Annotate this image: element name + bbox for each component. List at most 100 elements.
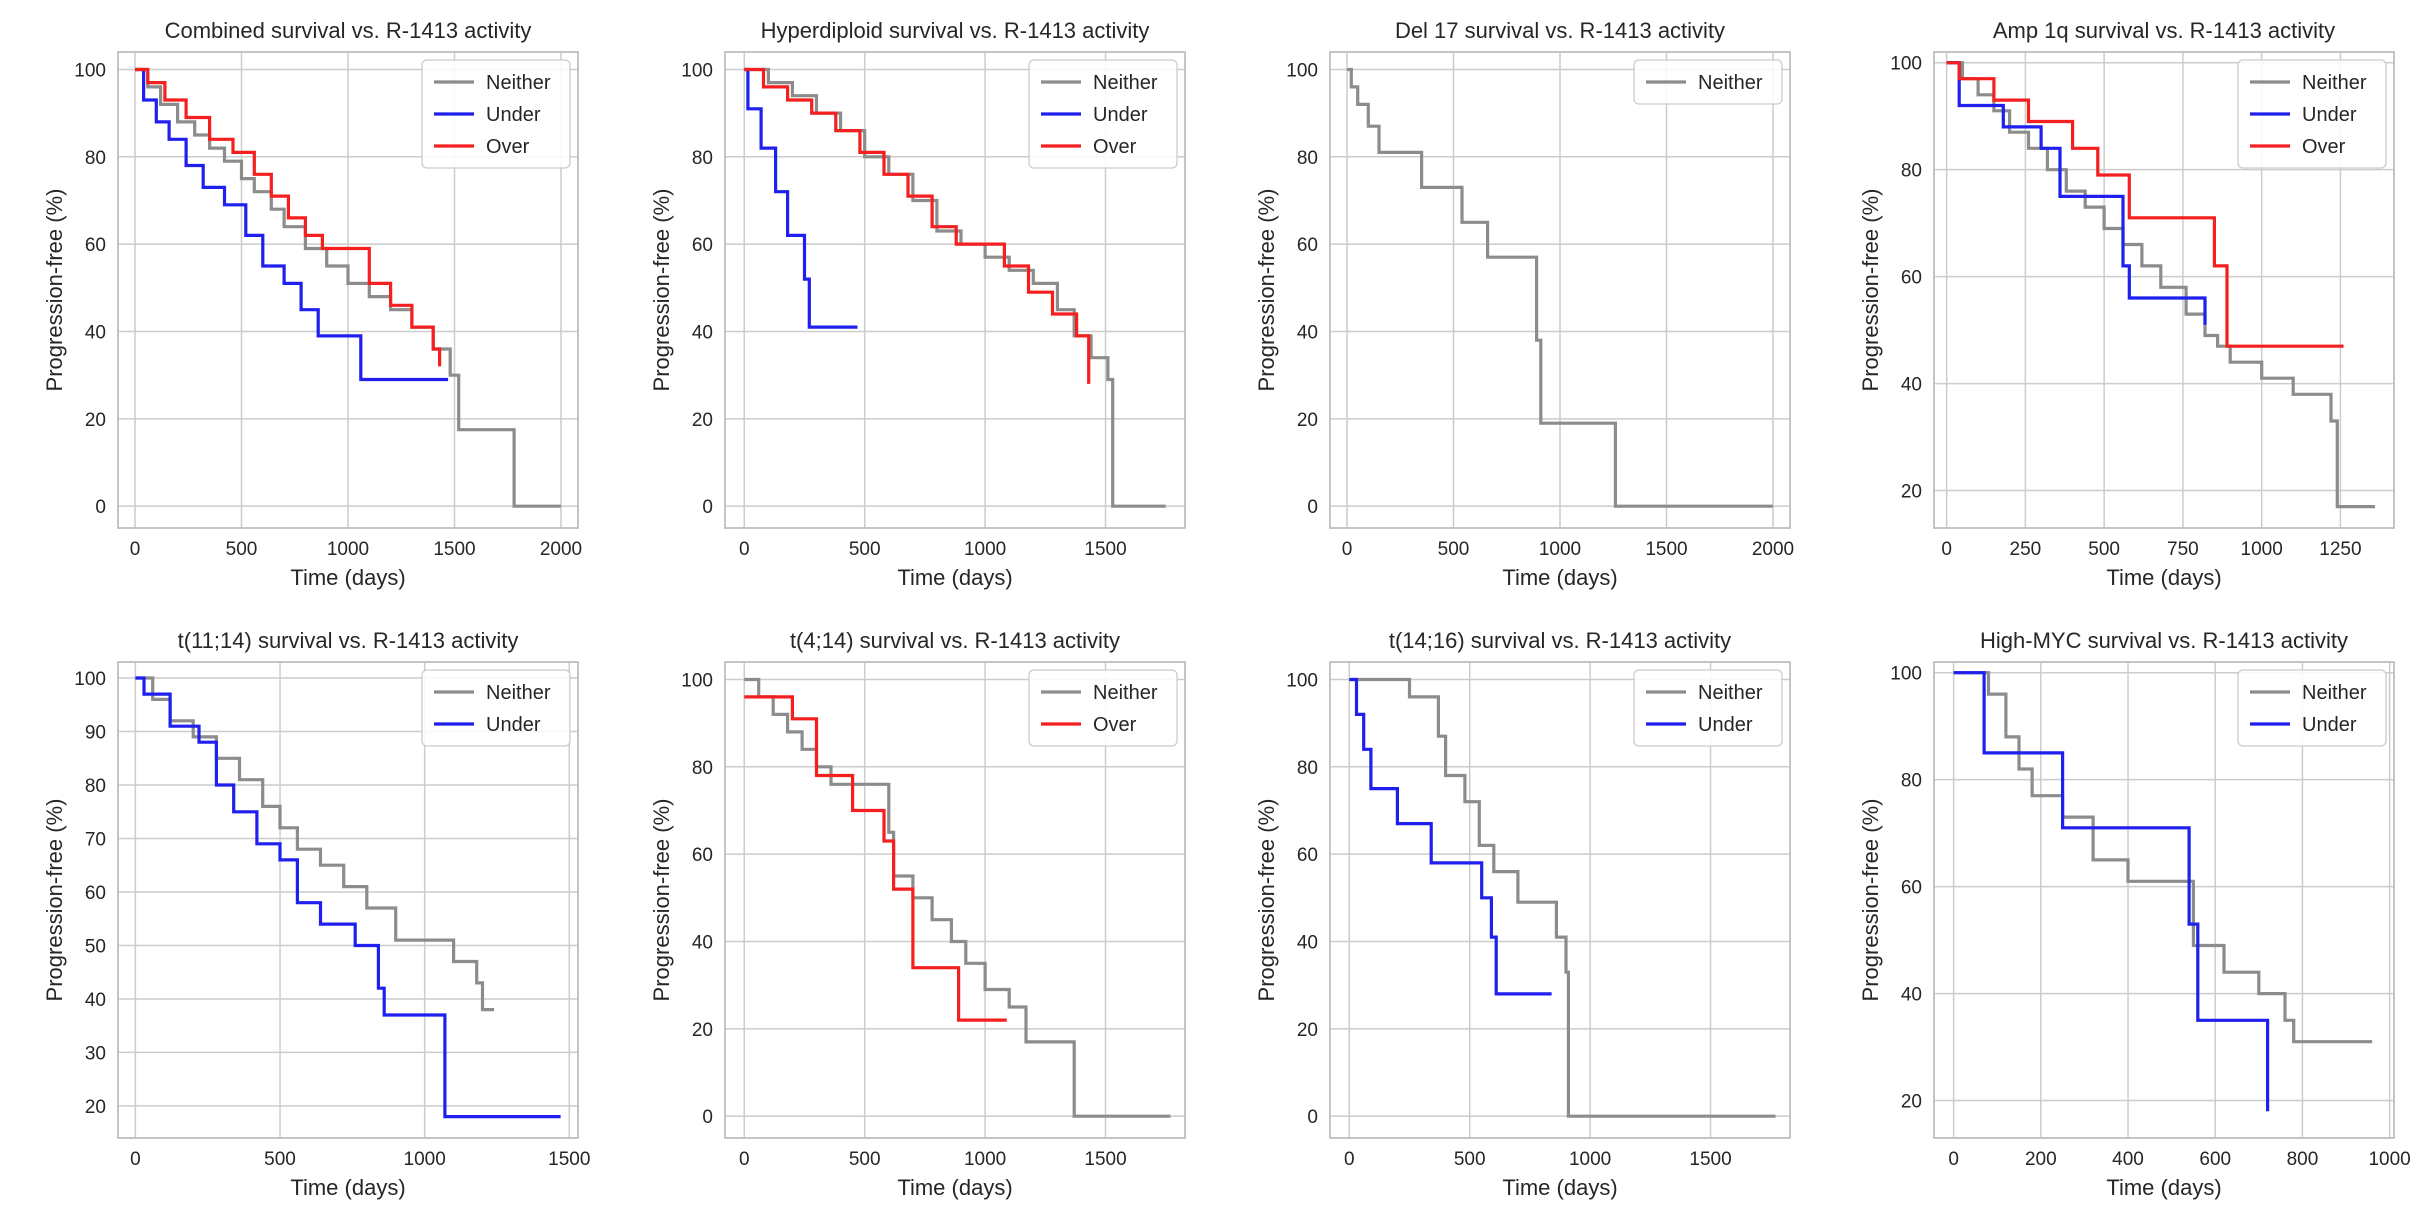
y-tick-label: 80 <box>1297 758 1318 779</box>
legend-label-over: Over <box>1093 714 1137 736</box>
x-tick-label: 400 <box>2112 1149 2144 1170</box>
legend-box <box>1028 59 1178 169</box>
y-axis-label: Progression-free (%) <box>1858 189 1883 392</box>
legend-label-neither: Neither <box>486 72 551 94</box>
series-line-neither <box>1349 677 1776 1118</box>
y-tick-label: 60 <box>85 235 106 256</box>
legend-label-neither: Neither <box>1093 682 1158 704</box>
x-tick-label: 1500 <box>1084 539 1126 560</box>
legend: Neither <box>1633 59 1783 105</box>
chart-title: Combined survival vs. R-1413 activity <box>165 18 532 43</box>
series-line-under <box>1946 61 2207 325</box>
y-tick-label: 40 <box>85 322 106 343</box>
y-axis-label: Progression-free (%) <box>42 189 67 392</box>
panel-8: 0 200 400 600 800 1000 20 40 60 80 100 High-MYC sur… <box>1858 628 2411 1200</box>
x-tick-label: 500 <box>1438 539 1470 560</box>
x-axis-label: Time (days) <box>290 565 405 590</box>
y-tick-label: 0 <box>1307 497 1318 518</box>
chart-title: t(4;14) survival vs. R-1413 activity <box>790 628 1120 653</box>
x-axis-label: Time (days) <box>2106 1175 2221 1200</box>
legend-box <box>2237 59 2387 169</box>
plot-frame <box>117 51 579 529</box>
y-tick-label: 60 <box>85 883 106 904</box>
panel-1: 0 500 1000 1500 2000 0 20 40 60 80 100 Combined sur… <box>42 18 582 590</box>
y-tick-label: 20 <box>1297 1020 1318 1041</box>
y-tick-label: 50 <box>85 936 106 957</box>
x-tick-label: 1000 <box>1569 1149 1611 1170</box>
legend: Neither Under Over <box>421 59 571 169</box>
x-axis-label: Time (days) <box>1502 565 1617 590</box>
x-tick-label: 0 <box>1948 1149 1959 1170</box>
x-tick-label: 1000 <box>404 1149 446 1170</box>
legend-label-under: Under <box>486 104 541 126</box>
y-tick-label: 100 <box>1286 670 1318 691</box>
x-tick-label: 500 <box>2088 539 2120 560</box>
legend-box <box>1028 669 1178 747</box>
x-tick-label: 1000 <box>964 1149 1006 1170</box>
y-tick-label: 20 <box>692 1020 713 1041</box>
y-tick-label: 30 <box>85 1043 106 1064</box>
x-tick-label: 0 <box>1344 1149 1355 1170</box>
y-tick-label: 20 <box>85 1097 106 1118</box>
x-tick-label: 1500 <box>1084 1149 1126 1170</box>
panel-4: 0 250 500 750 1000 1250 20 40 60 80 100 Amp 1q surv… <box>1858 18 2395 590</box>
y-tick-label: 60 <box>1297 235 1318 256</box>
panel-7: 0 500 1000 1500 0 20 40 60 80 100 t(14;16) surviva… <box>1254 628 1791 1200</box>
x-tick-label: 500 <box>849 1149 881 1170</box>
series-line-neither <box>744 67 1166 508</box>
series-line-under <box>744 67 858 329</box>
y-axis-label: Progression-free (%) <box>1254 189 1279 392</box>
panel-3: 0 500 1000 1500 2000 0 20 40 60 80 100 Del 17 survi… <box>1254 18 1794 590</box>
y-tick-label: 100 <box>74 60 106 81</box>
y-tick-label: 0 <box>702 497 713 518</box>
y-tick-label: 60 <box>692 235 713 256</box>
x-tick-label: 0 <box>1941 539 1952 560</box>
x-tick-label: 1500 <box>1689 1149 1731 1170</box>
y-tick-label: 80 <box>1901 161 1922 182</box>
legend-label-neither: Neither <box>1698 72 1763 94</box>
legend-label-under: Under <box>486 714 541 736</box>
legend-label-under: Under <box>2302 104 2357 126</box>
legend: Neither Over <box>1028 669 1178 747</box>
y-tick-label: 60 <box>1297 845 1318 866</box>
x-tick-label: 1500 <box>1645 539 1687 560</box>
legend-label-neither: Neither <box>2302 72 2367 94</box>
x-axis-label: Time (days) <box>290 1175 405 1200</box>
x-tick-label: 1000 <box>327 539 369 560</box>
chart-title: Hyperdiploid survival vs. R-1413 activit… <box>761 18 1150 43</box>
legend-label-over: Over <box>1093 136 1137 158</box>
y-tick-label: 60 <box>1901 268 1922 289</box>
panel-6: 0 500 1000 1500 0 20 40 60 80 100 t(4;14) survival… <box>649 628 1186 1200</box>
y-tick-label: 40 <box>1297 322 1318 343</box>
y-tick-label: 80 <box>692 148 713 169</box>
legend-label-neither: Neither <box>486 682 551 704</box>
legend-box <box>2237 669 2387 747</box>
x-axis-label: Time (days) <box>897 1175 1012 1200</box>
legend: Neither Under <box>421 669 571 747</box>
y-tick-label: 0 <box>1307 1107 1318 1128</box>
x-tick-label: 1500 <box>433 539 475 560</box>
y-tick-label: 0 <box>95 497 106 518</box>
x-tick-label: 2000 <box>540 539 582 560</box>
x-tick-label: 1000 <box>2368 1149 2410 1170</box>
plot-frame <box>1329 51 1791 529</box>
x-tick-label: 1000 <box>964 539 1006 560</box>
legend-label-neither: Neither <box>2302 682 2367 704</box>
series-line-over <box>1946 61 2344 348</box>
legend: Neither Under <box>2237 669 2387 747</box>
x-tick-label: 800 <box>2287 1149 2319 1170</box>
y-tick-label: 100 <box>1890 664 1922 685</box>
legend-label-under: Under <box>1698 714 1753 736</box>
y-axis-label: Progression-free (%) <box>1858 799 1883 1002</box>
x-tick-label: 500 <box>264 1149 296 1170</box>
legend-box <box>421 669 571 747</box>
y-tick-label: 90 <box>85 723 106 744</box>
legend-label-neither: Neither <box>1698 682 1763 704</box>
plot-frame <box>117 661 579 1139</box>
legend: Neither Under Over <box>2237 59 2387 169</box>
x-tick-label: 1000 <box>1539 539 1581 560</box>
plot-frame <box>1933 51 2395 529</box>
y-tick-label: 70 <box>85 829 106 850</box>
x-tick-label: 1000 <box>2241 539 2283 560</box>
